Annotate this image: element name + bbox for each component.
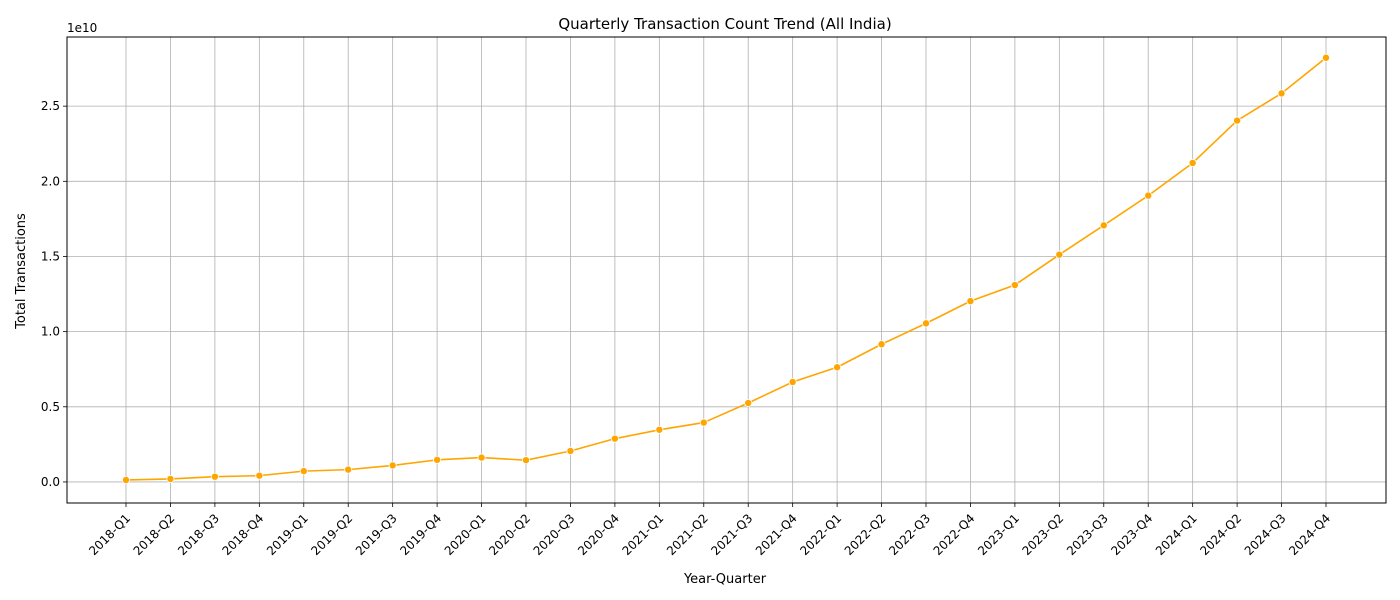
y-axis-label: Total Transactions bbox=[14, 213, 29, 330]
data-point bbox=[1144, 191, 1153, 200]
x-tick-label: 2020-Q3 bbox=[531, 511, 578, 558]
y-tick-label: 1.5 bbox=[41, 249, 60, 263]
x-tick-label: 2019-Q3 bbox=[353, 511, 400, 558]
chart-title: Quarterly Transaction Count Trend (All I… bbox=[558, 15, 891, 33]
x-tick-label: 2021-Q2 bbox=[664, 511, 711, 558]
x-tick-label: 2023-Q4 bbox=[1108, 511, 1155, 558]
x-tick-label: 2019-Q1 bbox=[264, 511, 311, 558]
data-point bbox=[255, 471, 264, 480]
grid-layer bbox=[67, 37, 1386, 503]
data-point bbox=[788, 377, 797, 386]
x-tick-label: 2024-Q4 bbox=[1286, 511, 1333, 558]
x-tick-label: 2020-Q1 bbox=[442, 511, 489, 558]
x-tick-label: 2022-Q1 bbox=[797, 511, 844, 558]
x-tick-label: 2019-Q2 bbox=[308, 511, 355, 558]
data-point bbox=[1322, 53, 1331, 62]
data-point bbox=[1233, 116, 1242, 125]
data-point bbox=[344, 465, 353, 474]
x-tick-label: 2020-Q4 bbox=[575, 511, 622, 558]
data-point bbox=[877, 340, 886, 349]
data-point bbox=[610, 434, 619, 443]
y-tick-label: 2.0 bbox=[41, 174, 60, 188]
x-tick-label: 2022-Q2 bbox=[842, 511, 889, 558]
x-tick-label: 2018-Q4 bbox=[220, 511, 267, 558]
y-axis: 0.0 0.5 1.0 1.5 2.0 2.5 bbox=[41, 99, 67, 489]
data-point bbox=[522, 456, 531, 465]
data-point bbox=[922, 319, 931, 328]
series-line bbox=[125, 57, 1327, 481]
data-point bbox=[122, 476, 131, 485]
x-tick-label: 2021-Q1 bbox=[620, 511, 667, 558]
y-tick-label: 2.5 bbox=[41, 99, 60, 113]
x-tick-label: 2021-Q3 bbox=[708, 511, 755, 558]
data-point bbox=[1277, 89, 1286, 98]
x-axis-label: Year-Quarter bbox=[683, 572, 767, 587]
data-point bbox=[744, 399, 753, 408]
x-tick-label: 2018-Q1 bbox=[86, 511, 133, 558]
data-point bbox=[1055, 250, 1064, 259]
x-tick-label: 2023-Q1 bbox=[975, 511, 1022, 558]
data-point bbox=[299, 467, 308, 476]
x-tick-label: 2024-Q2 bbox=[1197, 511, 1244, 558]
x-tick-label: 2024-Q1 bbox=[1153, 511, 1200, 558]
plot-frame bbox=[66, 36, 1387, 504]
data-point bbox=[699, 418, 708, 427]
x-tick-label: 2023-Q2 bbox=[1020, 511, 1067, 558]
x-tick-label: 2018-Q3 bbox=[175, 511, 222, 558]
data-point bbox=[655, 425, 664, 434]
data-point bbox=[210, 472, 219, 481]
data-point bbox=[833, 363, 842, 372]
data-point bbox=[1099, 221, 1108, 230]
x-tick-label: 2020-Q2 bbox=[486, 511, 533, 558]
x-tick-label: 2022-Q4 bbox=[931, 511, 978, 558]
y-tick-label: 1.0 bbox=[41, 325, 60, 339]
x-tick-label: 2022-Q3 bbox=[886, 511, 933, 558]
series-layer bbox=[122, 53, 1331, 485]
y-tick-label: 0.0 bbox=[41, 475, 60, 489]
x-tick-label: 2021-Q4 bbox=[753, 511, 800, 558]
data-point bbox=[566, 446, 575, 455]
x-axis: 2018-Q12018-Q22018-Q32018-Q42019-Q12019-… bbox=[86, 503, 1333, 558]
data-point bbox=[477, 453, 486, 462]
data-point bbox=[166, 474, 175, 483]
data-point bbox=[966, 297, 975, 306]
x-tick-label: 2023-Q3 bbox=[1064, 511, 1111, 558]
data-point bbox=[433, 455, 442, 464]
x-tick-label: 2018-Q2 bbox=[131, 511, 178, 558]
data-point bbox=[388, 461, 397, 470]
y-offset-label: 1e10 bbox=[67, 21, 97, 35]
y-tick-label: 0.5 bbox=[41, 400, 60, 414]
data-point bbox=[1188, 158, 1197, 167]
x-tick-label: 2024-Q3 bbox=[1242, 511, 1289, 558]
x-tick-label: 2019-Q4 bbox=[397, 511, 444, 558]
data-point bbox=[1010, 281, 1019, 290]
